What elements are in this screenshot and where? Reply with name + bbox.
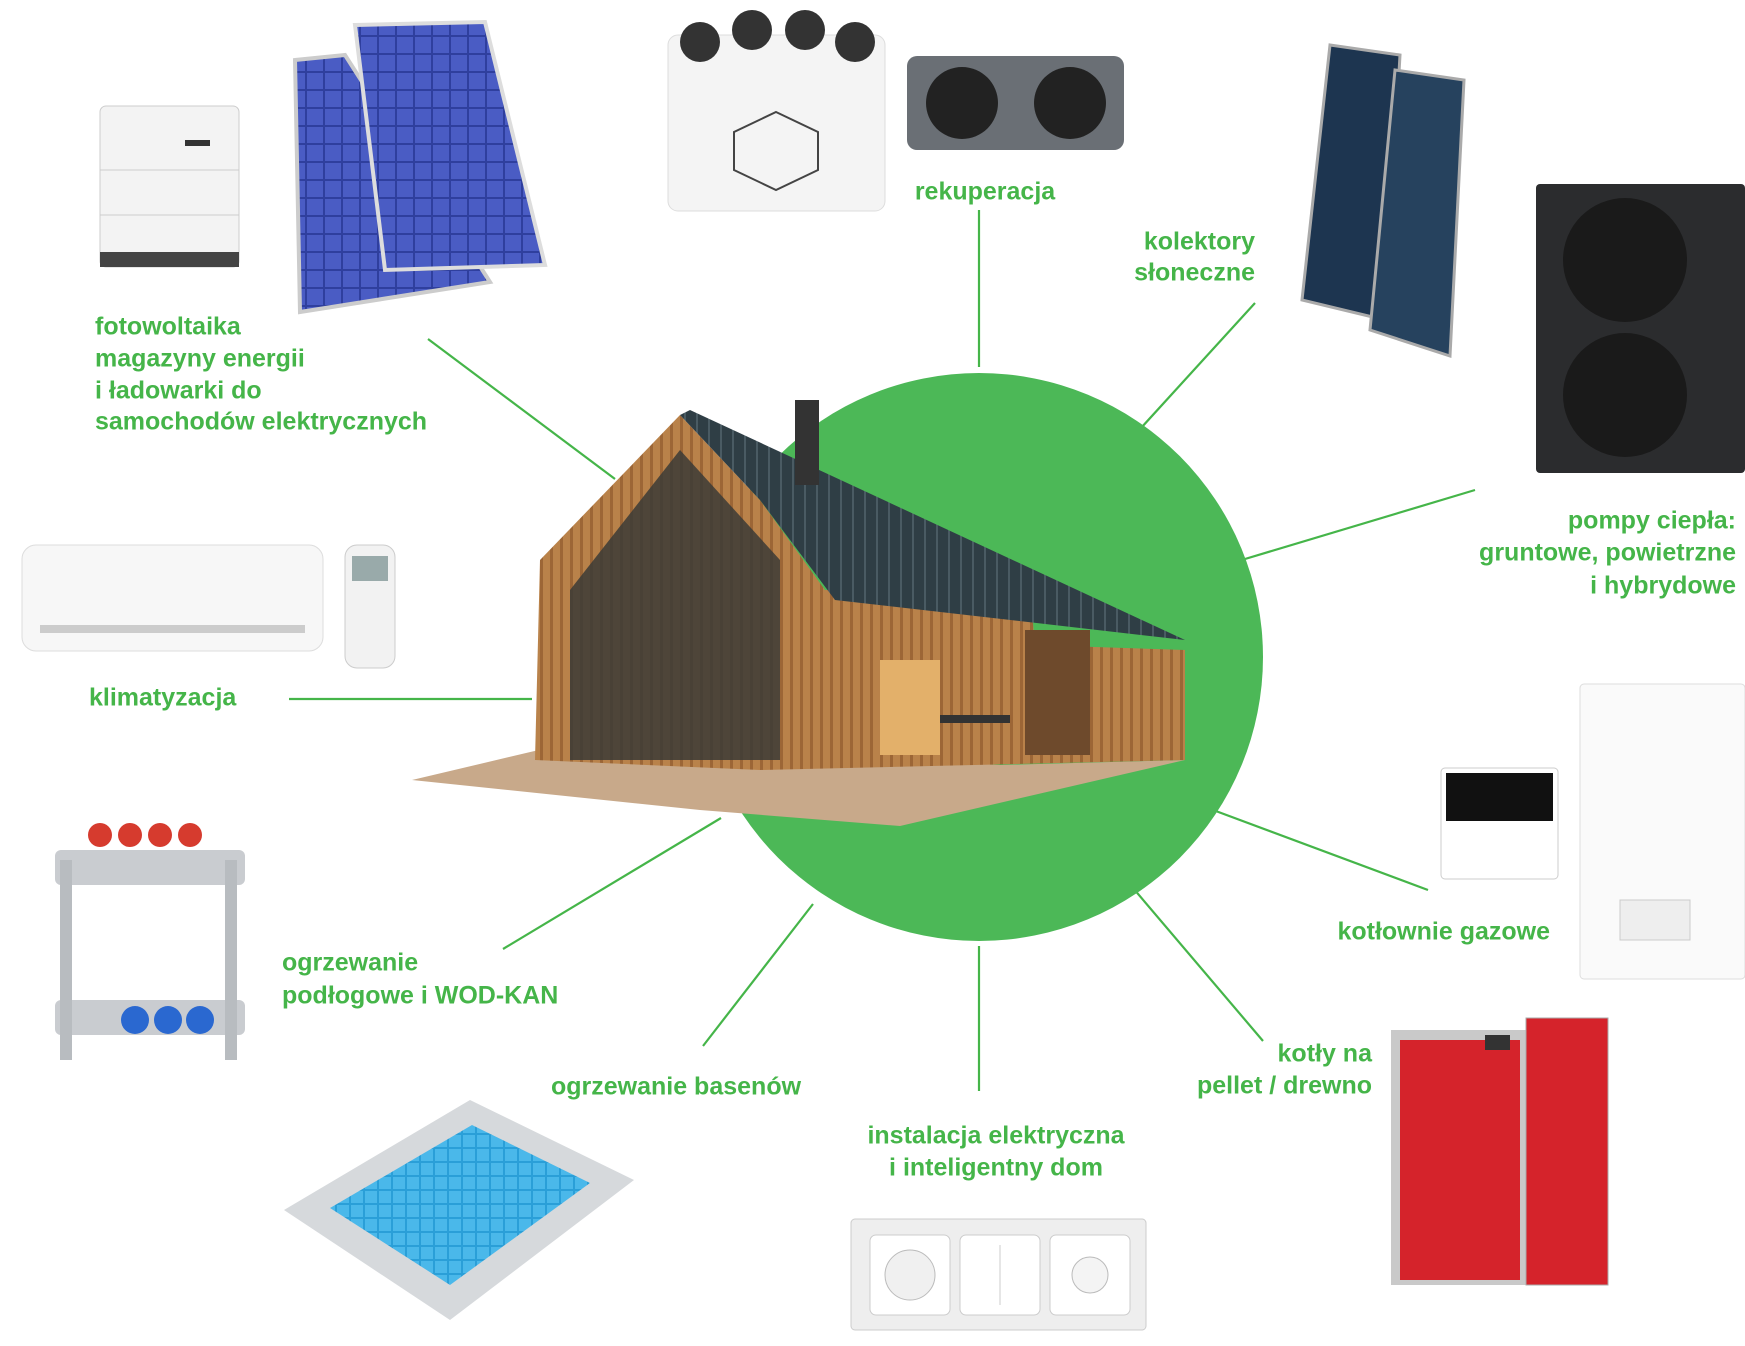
diagram: rekuperacja kolektory słoneczne fotowolt… [0, 0, 1745, 1346]
page: {"labels": [ {"lines": ["rekuperacja"]},… [0, 0, 1745, 1346]
label: kotłownie gazowe [1337, 918, 1550, 946]
label: podłogowe i WOD-KAN [282, 982, 558, 1010]
sockets [851, 1219, 1146, 1330]
heat-pump [1536, 184, 1745, 473]
label: kotły na [1278, 1040, 1374, 1068]
label: rekuperacja [915, 178, 1056, 206]
label: słoneczne [1134, 259, 1255, 287]
connector [1141, 303, 1255, 428]
label: samochodów elektrycznych [95, 408, 427, 436]
label: kolektory [1144, 228, 1255, 256]
label: i inteligentny dom [889, 1154, 1103, 1182]
air-conditioner [22, 545, 395, 668]
battery-storage [100, 106, 239, 267]
label: i hybrydowe [1590, 572, 1736, 600]
pellet-boiler [1391, 1018, 1608, 1285]
connector [1235, 490, 1475, 562]
label: magazyny energii [95, 345, 305, 373]
connector [1133, 888, 1263, 1041]
connector [703, 904, 813, 1046]
solar-panels [295, 22, 545, 312]
label: gruntowe, powietrzne [1479, 539, 1736, 567]
connector [428, 339, 615, 479]
pool [284, 1100, 634, 1320]
solar-collectors [1302, 45, 1464, 356]
label: ogrzewanie basenów [551, 1073, 802, 1101]
label: instalacja elektryczna [867, 1122, 1125, 1150]
connector [503, 818, 721, 949]
label: ogrzewanie [282, 949, 418, 977]
recuperator [668, 10, 885, 211]
label: klimatyzacja [89, 684, 237, 712]
ventilation-fans [907, 56, 1124, 150]
floor-manifold [55, 823, 245, 1060]
label: fotowoltaika [95, 313, 242, 341]
label: pompy ciepła: [1568, 507, 1736, 535]
label: pellet / drewno [1197, 1072, 1372, 1100]
connector [1205, 807, 1428, 890]
label: i ładowarki do [95, 377, 262, 405]
